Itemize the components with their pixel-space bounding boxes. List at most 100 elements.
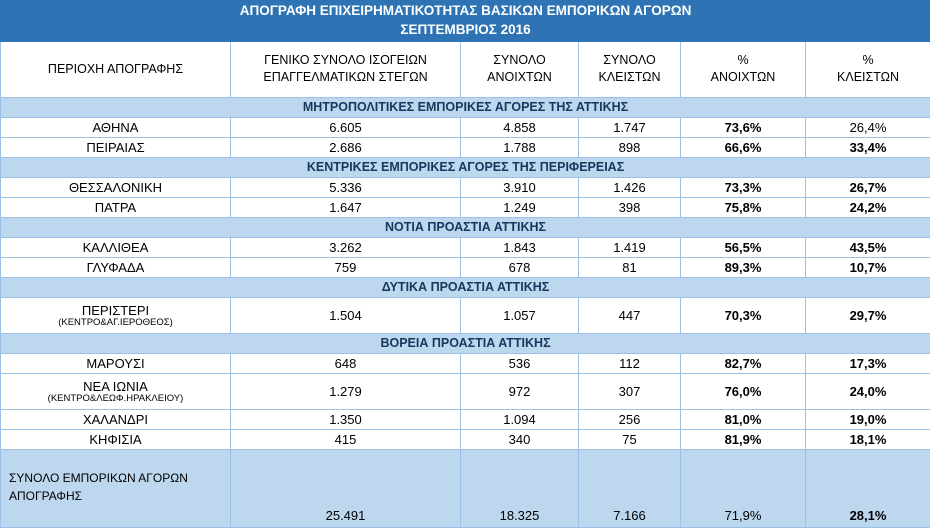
region-cell: ΑΘΗΝΑ: [1, 117, 231, 137]
pct-closed-cell: 19,0%: [806, 409, 930, 429]
region-cell: ΜΑΡΟΥΣΙ: [1, 353, 231, 373]
section-header-row: ΜΗΤΡΟΠΟΛΙΤΙΚΕΣ ΕΜΠΟΡΙΚΕΣ ΑΓΟΡΕΣ ΤΗΣ ΑΤΤΙ…: [1, 97, 930, 117]
pct-closed-cell: 24,2%: [806, 197, 930, 217]
closed-cell: 81: [579, 257, 681, 277]
open-cell: 1.843: [461, 237, 579, 257]
table-row: ΚΗΦΙΣΙΑ 415 340 75 81,9% 18,1%: [1, 429, 930, 449]
region-sub-label: (ΚΕΝΤΡΟ&ΛΕΩΦ.ΗΡΑΚΛΕΙΟΥ): [5, 394, 226, 404]
closed-cell: 75: [579, 429, 681, 449]
section-header-row: ΔΥΤΙΚΑ ΠΡΟΑΣΤΙΑ ΑΤΤΙΚΗΣ: [1, 277, 930, 297]
pct-closed-cell: 26,7%: [806, 177, 930, 197]
table-row: ΚΑΛΛΙΘΕΑ 3.262 1.843 1.419 56,5% 43,5%: [1, 237, 930, 257]
col-header-grand-total-line1: ΓΕΝΙΚΟ ΣΥΝΟΛΟ ΙΣΟΓΕΙΩΝ: [235, 52, 456, 69]
total-cell: 415: [231, 429, 461, 449]
total-cell: 2.686: [231, 137, 461, 157]
table-row: ΠΕΡΙΣΤΕΡΙ (ΚΕΝΤΡΟ&ΑΓ.ΙΕΡΟΘΕΟΣ) 1.504 1.0…: [1, 297, 930, 333]
total-cell: 1.279: [231, 373, 461, 409]
pct-open-cell: 56,5%: [681, 237, 806, 257]
section-header-west: ΔΥΤΙΚΑ ΠΡΟΑΣΤΙΑ ΑΤΤΙΚΗΣ: [1, 277, 930, 297]
section-header-row: ΝΟΤΙΑ ΠΡΟΑΣΤΙΑ ΑΤΤΙΚΗΣ: [1, 217, 930, 237]
region-cell: ΓΛΥΦΑΔΑ: [1, 257, 231, 277]
pct-closed-cell: 33,4%: [806, 137, 930, 157]
region-cell: ΠΕΡΙΣΤΕΡΙ (ΚΕΝΤΡΟ&ΑΓ.ΙΕΡΟΘΕΟΣ): [1, 297, 231, 333]
pct-closed-cell: 24,0%: [806, 373, 930, 409]
total-cell: 759: [231, 257, 461, 277]
grand-total-pct-open-cell: 71,9%: [681, 449, 806, 527]
total-cell: 5.336: [231, 177, 461, 197]
grand-total-label-line1: ΣΥΝΟΛΟ ΕΜΠΟΡΙΚΩΝ ΑΓΟΡΩΝ: [9, 469, 226, 487]
closed-cell: 1.426: [579, 177, 681, 197]
pct-closed-cell: 43,5%: [806, 237, 930, 257]
pct-closed-cell: 29,7%: [806, 297, 930, 333]
title-line-1: ΑΠΟΓΡΑΦΗ ΕΠΙΧΕΙΡΗΜΑΤΙΚΟΤΗΤΑΣ ΒΑΣΙΚΩΝ ΕΜΠ…: [5, 2, 926, 21]
col-header-closed: ΣΥΝΟΛΟ ΚΛΕΙΣΤΩΝ: [579, 41, 681, 97]
pct-open-cell: 76,0%: [681, 373, 806, 409]
table-row: ΠΕΙΡΑΙΑΣ 2.686 1.788 898 66,6% 33,4%: [1, 137, 930, 157]
table-row: ΝΕΑ ΙΩΝΙΑ (ΚΕΝΤΡΟ&ΛΕΩΦ.ΗΡΑΚΛΕΙΟΥ) 1.279 …: [1, 373, 930, 409]
grand-total-closed-cell: 7.166: [579, 449, 681, 527]
open-cell: 1.249: [461, 197, 579, 217]
table-row: ΧΑΛΑΝΔΡΙ 1.350 1.094 256 81,0% 19,0%: [1, 409, 930, 429]
col-header-region: ΠΕΡΙΟΧΗ ΑΠΟΓΡΑΦΗΣ: [1, 41, 231, 97]
col-header-closed-line2: ΚΛΕΙΣΤΩΝ: [583, 69, 676, 86]
section-header-row: ΚΕΝΤΡΙΚΕΣ ΕΜΠΟΡΙΚΕΣ ΑΓΟΡΕΣ ΤΗΣ ΠΕΡΙΦΕΡΕΙ…: [1, 157, 930, 177]
col-header-closed-line1: ΣΥΝΟΛΟ: [583, 52, 676, 69]
region-name: ΝΕΑ ΙΩΝΙΑ: [83, 379, 148, 394]
closed-cell: 398: [579, 197, 681, 217]
col-header-pct-closed-line2: ΚΛΕΙΣΤΩΝ: [810, 69, 926, 86]
open-cell: 340: [461, 429, 579, 449]
region-cell: ΠΑΤΡΑ: [1, 197, 231, 217]
open-cell: 536: [461, 353, 579, 373]
region-cell: ΚΗΦΙΣΙΑ: [1, 429, 231, 449]
grand-total-label-line2: ΑΠΟΓΡΑΦΗΣ: [9, 487, 226, 505]
pct-open-cell: 81,9%: [681, 429, 806, 449]
col-header-open-line1: ΣΥΝΟΛΟ: [465, 52, 574, 69]
col-header-grand-total: ΓΕΝΙΚΟ ΣΥΝΟΛΟ ΙΣΟΓΕΙΩΝ ΕΠΑΓΓΕΛΜΑΤΙΚΩΝ ΣΤ…: [231, 41, 461, 97]
col-header-pct-closed-line1: %: [810, 52, 926, 69]
closed-cell: 447: [579, 297, 681, 333]
closed-cell: 898: [579, 137, 681, 157]
closed-cell: 1.419: [579, 237, 681, 257]
total-cell: 1.350: [231, 409, 461, 429]
col-header-pct-open-line1: %: [685, 52, 801, 69]
open-cell: 972: [461, 373, 579, 409]
total-cell: 6.605: [231, 117, 461, 137]
pct-open-cell: 75,8%: [681, 197, 806, 217]
region-cell: ΚΑΛΛΙΘΕΑ: [1, 237, 231, 257]
col-header-open-line2: ΑΝΟΙΧΤΩΝ: [465, 69, 574, 86]
table-row: ΘΕΣΣΑΛΟΝΙΚΗ 5.336 3.910 1.426 73,3% 26,7…: [1, 177, 930, 197]
pct-open-cell: 70,3%: [681, 297, 806, 333]
closed-cell: 256: [579, 409, 681, 429]
section-header-metropolitan: ΜΗΤΡΟΠΟΛΙΤΙΚΕΣ ΕΜΠΟΡΙΚΕΣ ΑΓΟΡΕΣ ΤΗΣ ΑΤΤΙ…: [1, 97, 930, 117]
col-header-open: ΣΥΝΟΛΟ ΑΝΟΙΧΤΩΝ: [461, 41, 579, 97]
open-cell: 678: [461, 257, 579, 277]
closed-cell: 307: [579, 373, 681, 409]
section-header-row: ΒΟΡΕΙΑ ΠΡΟΑΣΤΙΑ ΑΤΤΙΚΗΣ: [1, 333, 930, 353]
open-cell: 1.788: [461, 137, 579, 157]
closed-cell: 1.747: [579, 117, 681, 137]
pct-open-cell: 89,3%: [681, 257, 806, 277]
open-cell: 4.858: [461, 117, 579, 137]
grand-total-row: ΣΥΝΟΛΟ ΕΜΠΟΡΙΚΩΝ ΑΓΟΡΩΝ ΑΠΟΓΡΑΦΗΣ 25.491…: [1, 449, 930, 527]
pct-open-cell: 66,6%: [681, 137, 806, 157]
pct-closed-cell: 26,4%: [806, 117, 930, 137]
region-sub-label: (ΚΕΝΤΡΟ&ΑΓ.ΙΕΡΟΘΕΟΣ): [5, 318, 226, 328]
region-cell: ΠΕΙΡΑΙΑΣ: [1, 137, 231, 157]
total-cell: 3.262: [231, 237, 461, 257]
col-header-pct-open-line2: ΑΝΟΙΧΤΩΝ: [685, 69, 801, 86]
grand-total-total-cell: 25.491: [231, 449, 461, 527]
pct-open-cell: 73,6%: [681, 117, 806, 137]
grand-total-open-cell: 18.325: [461, 449, 579, 527]
col-header-pct-closed: % ΚΛΕΙΣΤΩΝ: [806, 41, 930, 97]
table-row: ΓΛΥΦΑΔΑ 759 678 81 89,3% 10,7%: [1, 257, 930, 277]
section-header-central: ΚΕΝΤΡΙΚΕΣ ΕΜΠΟΡΙΚΕΣ ΑΓΟΡΕΣ ΤΗΣ ΠΕΡΙΦΕΡΕΙ…: [1, 157, 930, 177]
table-row: ΜΑΡΟΥΣΙ 648 536 112 82,7% 17,3%: [1, 353, 930, 373]
pct-closed-cell: 18,1%: [806, 429, 930, 449]
table-row: ΠΑΤΡΑ 1.647 1.249 398 75,8% 24,2%: [1, 197, 930, 217]
pct-open-cell: 82,7%: [681, 353, 806, 373]
total-cell: 1.647: [231, 197, 461, 217]
open-cell: 3.910: [461, 177, 579, 197]
grand-total-pct-closed-cell: 28,1%: [806, 449, 930, 527]
region-name: ΠΕΡΙΣΤΕΡΙ: [82, 303, 149, 318]
